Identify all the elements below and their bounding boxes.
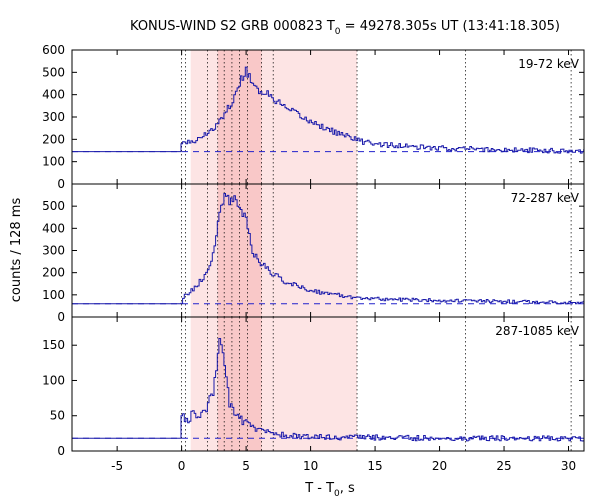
energy-band-label: 19-72 keV (518, 57, 580, 71)
x-tick-label: -5 (111, 459, 123, 473)
light-curve (72, 193, 585, 305)
x-tick-label: 25 (496, 459, 511, 473)
y-tick-label: 200 (42, 266, 65, 280)
y-tick-label: 300 (42, 110, 65, 124)
y-tick-label: 50 (50, 409, 65, 423)
energy-band-label: 287-1085 keV (495, 324, 579, 338)
x-tick-label: 0 (178, 459, 186, 473)
chart-title: KONUS-WIND S2 GRB 000823 T0 = 49278.305s… (130, 19, 560, 37)
x-axis-ticks: -5 0 5 10 15 20 25 30 (111, 459, 576, 473)
shaded-region (217, 317, 262, 451)
x-tick-label: 20 (432, 459, 447, 473)
y-tick-label: 400 (42, 88, 65, 102)
y-tick-label: 100 (42, 288, 65, 302)
x-tick-label: 10 (303, 459, 318, 473)
x-tick-label: 15 (367, 459, 382, 473)
shaded-region (190, 50, 358, 184)
y-tick-label: 0 (57, 444, 65, 458)
x-tick-label: 30 (561, 459, 576, 473)
y-tick-label: 600 (42, 43, 65, 57)
panel-3: 0 50 100 150 287-1085 keV (42, 316, 585, 458)
panel-frame (71, 316, 585, 452)
y-axis-label: counts / 128 ms (9, 198, 24, 303)
y-tick-label: 500 (42, 65, 65, 79)
y-tick-label: 400 (42, 221, 65, 235)
y-tick-label: 150 (42, 338, 65, 352)
light-curve (72, 338, 585, 442)
energy-band-label: 72-287 keV (511, 191, 580, 205)
y-tick-label: 0 (57, 177, 65, 191)
panel-1: 0 100 200 300 400 500 600 19-72 keV (42, 43, 585, 191)
x-tick-label: 5 (242, 459, 250, 473)
shaded-region (217, 50, 262, 184)
y-tick-label: 100 (42, 155, 65, 169)
x-axis-label: T - T0, s (304, 481, 355, 499)
shaded-region (217, 184, 262, 317)
light-curve (72, 66, 585, 154)
y-tick-label: 200 (42, 132, 65, 146)
shaded-region (190, 184, 358, 317)
y-tick-label: 0 (57, 310, 65, 324)
y-tick-label: 100 (42, 373, 65, 387)
y-tick-label: 300 (42, 244, 65, 258)
y-tick-label: 500 (42, 199, 65, 213)
shaded-region (190, 317, 358, 451)
panel-2: 0 100 200 300 400 500 72-287 keV (42, 183, 585, 324)
